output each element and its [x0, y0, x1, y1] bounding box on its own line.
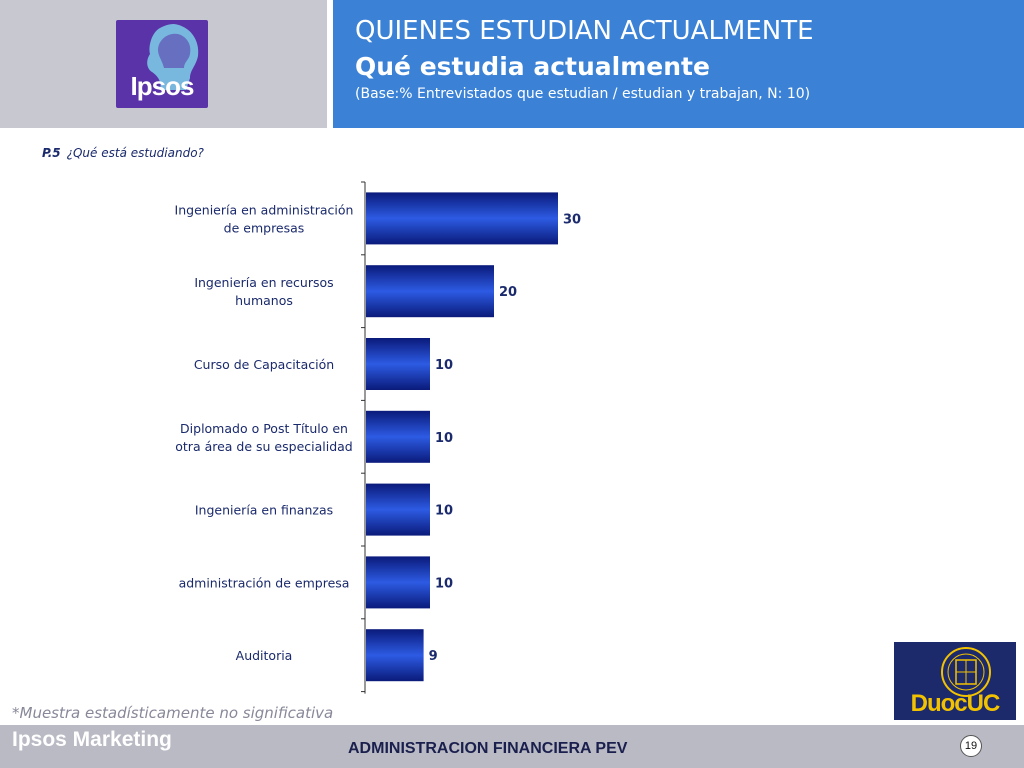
page-subtitle: Qué estudia actualmente: [355, 52, 710, 81]
ipsos-logo: Ipsos: [116, 20, 208, 108]
data-label: 10: [435, 504, 453, 519]
data-label: 10: [435, 358, 453, 373]
bar: [366, 410, 430, 463]
footer-bar: Ipsos Marketing ADMINISTRACION FINANCIER…: [0, 725, 1024, 768]
question-text: ¿Qué está estudiando?: [66, 146, 204, 160]
header-left-panel: Ipsos: [0, 0, 327, 128]
data-label: 20: [499, 285, 517, 300]
category-label: Auditoria: [236, 648, 293, 663]
category-label: administración de empresa: [179, 575, 350, 590]
category-label: Curso de Capacitación: [194, 357, 334, 372]
sample-note: *Muestra estadísticamente no significati…: [12, 704, 334, 722]
duoc-uc-logo: DuocUC: [894, 642, 1016, 720]
ipsos-logo-text: Ipsos: [130, 71, 195, 101]
bar: [366, 483, 430, 536]
ipsos-head-icon: [147, 24, 199, 90]
duoc-crest-icon: [941, 647, 991, 697]
bar-chart: 30 Ingeniería en administración de empresa…: [175, 181, 581, 694]
bar: [366, 265, 494, 318]
page-title: QUIENES ESTUDIAN ACTUALMENTE: [355, 16, 814, 46]
category-label: Ingeniería en finanzas: [195, 503, 333, 518]
bar: [366, 338, 430, 390]
question-label: P.5 ¿Qué está estudiando?: [42, 146, 204, 160]
footer-brand: Ipsos Marketing: [12, 728, 172, 751]
category-label: Diplomado o Post Título en otra área de s…: [175, 421, 352, 454]
duoc-uc-logo-text: DuocUC: [910, 690, 1001, 717]
page-number: 19: [960, 735, 982, 757]
bar: [366, 556, 430, 609]
data-label: 30: [563, 212, 581, 227]
data-label: 10: [435, 576, 453, 591]
footer-title: ADMINISTRACION FINANCIERA PEV: [348, 740, 628, 757]
data-label: 10: [435, 431, 453, 446]
bar: [366, 629, 424, 682]
base-description: (Base:% Entrevistados que estudian / est…: [355, 86, 811, 102]
question-code: P.5: [42, 146, 61, 160]
header-title-panel: [333, 0, 1024, 128]
category-label: Ingeniería en administración de empresas: [175, 202, 354, 235]
category-label: Ingeniería en recursos humanos: [194, 275, 333, 308]
bar: [366, 192, 558, 245]
data-label: 9: [429, 649, 438, 664]
